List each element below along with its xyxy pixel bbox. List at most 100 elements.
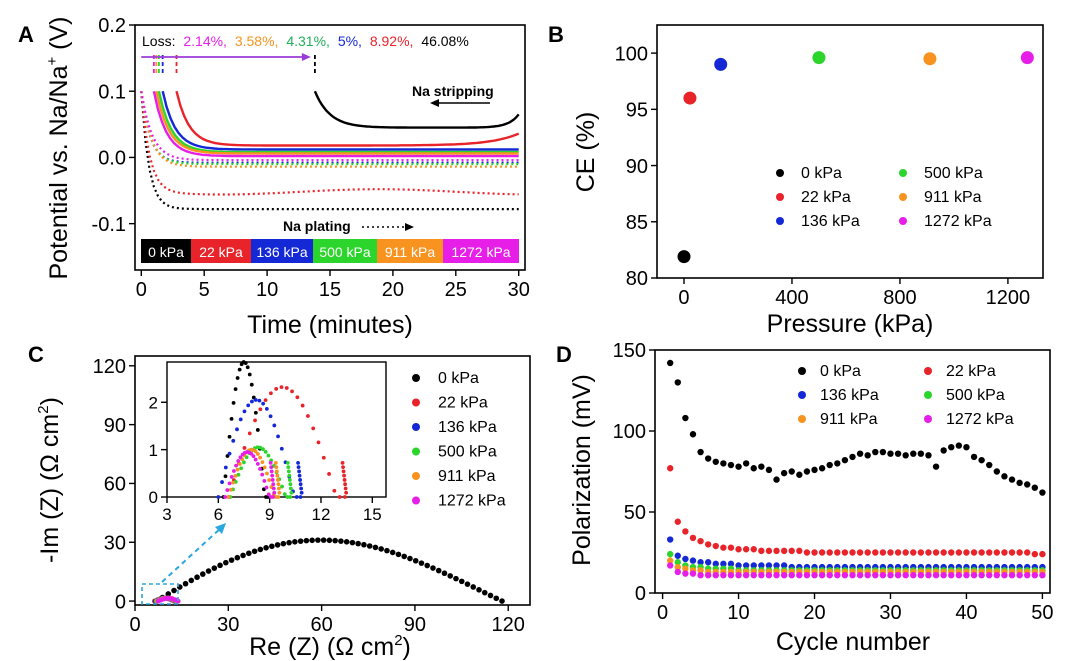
panel-a-legend-label: 911 kPa — [385, 244, 436, 260]
panel-c-inset-tail-1272-kpa — [271, 486, 276, 491]
panel-d-point-0-kpa — [720, 460, 727, 467]
panel-d-legend-label-136-kpa: 136 kPa — [820, 387, 879, 404]
panel-d-point-1272-kpa — [1031, 571, 1039, 579]
panel-b-legend-marker-0-kpa — [776, 169, 784, 177]
panel-c-inset-tail-911-kpa — [274, 465, 279, 470]
panel-d-point-22-kpa — [963, 549, 970, 556]
panel-c-inset-point-0-kpa — [249, 382, 254, 387]
panel-d-xtick-label: 10 — [727, 602, 749, 624]
panel-b-label: B — [548, 22, 564, 47]
panel-c-point-0-kpa — [338, 538, 344, 544]
panel-c-point-0-kpa — [378, 546, 384, 552]
panel-c-inset-tail-500-kpa — [286, 469, 291, 474]
panel-a-legend-swatch — [251, 239, 313, 263]
panel-c-xtick-label: 30 — [217, 614, 239, 636]
panel-a-stripping-136-kpa — [161, 90, 519, 151]
panel-c-inset-point-1272-kpa — [255, 461, 260, 466]
panel-c-point-0-kpa — [487, 592, 494, 599]
panel-c-point-0-kpa — [280, 540, 287, 547]
panel-d-point-1272-kpa — [788, 571, 795, 579]
panel-d-point-1272-kpa — [910, 571, 917, 579]
panel-c-inset-point-22-kpa — [337, 495, 342, 499]
loss-911: 3.58%, — [235, 33, 279, 49]
panel-c-point-0-kpa — [435, 567, 442, 574]
panel-c-xtick-label: 120 — [492, 614, 525, 636]
panel-b-point-500-kpa — [812, 51, 826, 65]
panel-c-inset-point-0-kpa — [237, 367, 242, 372]
panel-c-inset-point-136-kpa — [279, 446, 284, 451]
panel-d-legend-label-500-kpa: 500 kPa — [946, 387, 1005, 404]
panel-d-point-136-kpa — [727, 560, 735, 568]
annotation-na-stripping: Na stripping — [412, 83, 494, 99]
panel-d-point-22-kpa — [872, 549, 879, 556]
panel-d-legend-label-911-kpa: 911 kPa — [820, 411, 878, 428]
panel-c-point-0-kpa — [297, 538, 304, 544]
panel-c-inset-point-22-kpa — [332, 488, 337, 493]
panel-b-point-911-kpa — [923, 52, 937, 66]
panel-c-point-0-kpa — [453, 575, 459, 582]
panel-c-inset-tail-136-kpa — [298, 478, 303, 482]
panel-b-plot-area: 0 400 800 1200 80 85 90 95 100 — [615, 43, 1034, 309]
panel-b-point-136-kpa — [714, 57, 728, 71]
panel-c-legend-label-136-kpa: 136 kPa — [438, 419, 497, 436]
panel-c-inset-point-911-kpa — [258, 455, 263, 460]
panel-b-legend: 0 kPa 22 kPa 136 kPa 500 kPa 911 kPa 1272 kPa — [776, 165, 992, 230]
panel-c-point-0-kpa — [418, 560, 425, 566]
panel-c-xlabel: Re (Z) (Ω cm2) — [249, 632, 411, 661]
panel-d-xtick-label: 40 — [955, 602, 977, 624]
panel-d-point-1272-kpa — [826, 571, 833, 579]
panel-d-point-1272-kpa — [697, 571, 704, 579]
panel-d-point-1272-kpa — [834, 571, 841, 579]
panel-d-point-1272-kpa — [803, 571, 811, 579]
loss-22: 8.92%, — [370, 33, 414, 49]
inset-zoom-box — [141, 583, 179, 605]
panel-d-point-136-kpa — [773, 562, 780, 569]
panel-d-point-1272-kpa — [1024, 571, 1031, 579]
panel-d-legend-label-22-kpa: 22 kPa — [946, 363, 996, 380]
panel-c-point-0-kpa — [464, 581, 471, 587]
panel-c-ylabel: -Im (Z) (Ω cm2) — [35, 397, 64, 563]
panel-d-point-136-kpa — [780, 562, 788, 569]
panel-c-inset-point-136-kpa — [238, 417, 243, 422]
panel-d-point-22-kpa — [750, 546, 757, 553]
panel-d-legend-label-0-kpa: 0 kPa — [820, 363, 861, 380]
panel-c-inset-point-0-kpa — [235, 376, 240, 380]
panel-c-xtick-label: 90 — [404, 614, 426, 636]
panel-c-point-0-kpa — [412, 557, 419, 564]
panel-c-inset-point-500-kpa — [236, 472, 241, 477]
panel-c-inset-point-911-kpa — [262, 465, 267, 470]
panel-d-point-0-kpa — [742, 460, 750, 467]
panel-c-inset-point-1272-kpa — [271, 495, 275, 499]
panel-d-point-1272-kpa — [925, 571, 932, 579]
panel-c-point-0-kpa — [424, 562, 431, 569]
panel-d-legend-marker-500-kpa — [924, 391, 932, 399]
panel-d-point-22-kpa — [978, 549, 985, 556]
panel-d-point-500-kpa — [666, 550, 674, 558]
panel-d-point-22-kpa — [955, 549, 963, 556]
panel-c-inset-point-1272-kpa — [238, 455, 243, 460]
panel-c-inset-tail-911-kpa — [274, 469, 279, 474]
panel-c-point-0-kpa — [286, 539, 292, 546]
panel-a-xtick-label: 15 — [319, 279, 341, 301]
panel-c-inset-point-911-kpa — [276, 495, 281, 499]
panel-c-point-0-kpa — [395, 551, 402, 558]
panel-c-inset-point-136-kpa — [264, 407, 269, 411]
panel-d-point-1272-kpa — [940, 571, 947, 579]
panel-c-inset-tail-22-kpa — [343, 486, 348, 491]
panel-d-point-22-kpa — [932, 549, 940, 556]
panel-b-point-1272-kpa — [1020, 51, 1034, 65]
panel-d-xlabel: Cycle number — [776, 628, 930, 656]
panel-d-point-22-kpa — [788, 547, 795, 555]
panel-d-point-0-kpa — [841, 456, 849, 464]
panel-c-ytick-label: 30 — [104, 532, 126, 554]
panel-c-inset-tail-911-kpa — [277, 490, 282, 495]
panel-d-point-0-kpa — [1001, 473, 1008, 480]
panel-c-inset-tail-1272-kpa — [269, 469, 274, 474]
panel-d-point-1272-kpa — [720, 571, 727, 579]
panel-d-point-0-kpa — [1039, 489, 1046, 496]
panel-d-point-22-kpa — [1008, 549, 1016, 556]
panel-a-ylabel: Potential vs. Na/Na+ (V) — [44, 16, 73, 279]
panel-c-inset-xtick-label: 3 — [162, 505, 171, 524]
panel-d-point-1272-kpa — [849, 571, 856, 579]
